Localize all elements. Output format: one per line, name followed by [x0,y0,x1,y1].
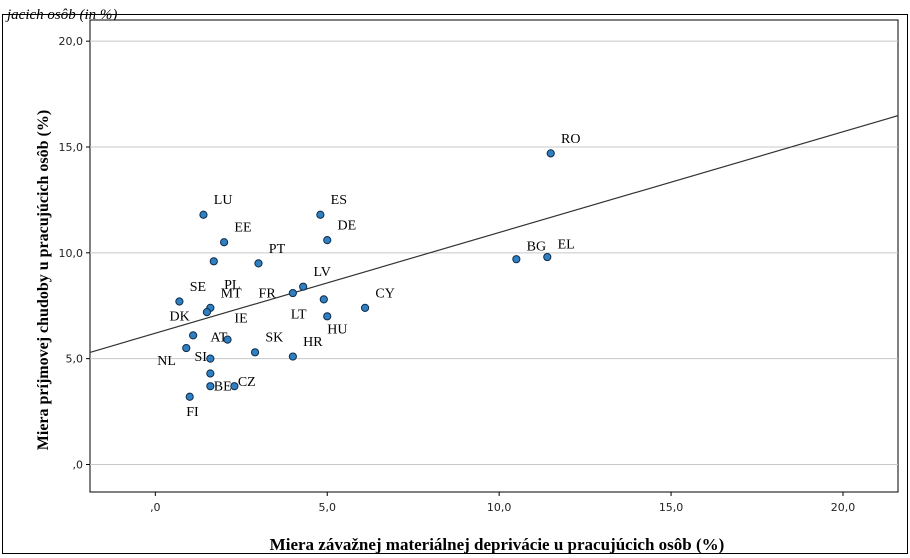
x-tick-label: 20,0 [831,501,856,514]
y-tick-label: 10,0 [59,247,84,260]
data-point [360,303,370,312]
y-axis-label: Miera príjmovej chudoby u pracujúcich os… [35,109,52,451]
point-label-fr: FR [259,286,277,301]
chart-caption: jacich osôb (in %) [7,7,118,23]
x-axis-label: Miera závažnej materiálnej deprivácie u … [269,535,725,554]
data-point [319,295,328,304]
point-label-se: SE [190,280,206,295]
point-label-lu: LU [214,193,233,208]
data-point [543,252,552,262]
data-point [185,392,194,401]
point-label-si: SI [194,350,207,365]
data-point [202,307,212,317]
y-tick-label: 5,0 [66,353,84,366]
point-label-lv: LV [313,265,330,280]
x-tick-label: 10,0 [487,501,512,514]
point-label-el: EL [558,238,575,253]
data-point [223,335,232,344]
y-tick-label: 20,0 [59,35,84,48]
point-label-ro: RO [561,132,580,147]
data-point [323,312,332,321]
data-point [189,331,198,340]
data-point [199,210,208,219]
point-label-nl: NL [157,354,176,369]
x-tick-label: ,0 [150,501,161,514]
point-label-lt: LT [291,307,307,322]
point-label-mt: MT [221,286,242,301]
data-point [206,369,215,378]
chart-frame: jacich osôb (in %) [2,7,908,554]
point-label-sk: SK [265,331,283,346]
plot-area [89,19,899,493]
data-point [512,255,521,264]
x-axis-ticks: ,0 5,0 10,0 15,0 20,0 [150,492,855,514]
point-label-at: AT [210,331,228,346]
point-label-dk: DK [169,310,189,325]
data-point [323,236,332,245]
point-label-be: BE [214,379,232,394]
data-point [316,210,325,219]
point-label-de: DE [338,219,357,234]
fit-line-group [89,115,899,353]
gridlines [90,40,898,465]
data-point [546,149,555,158]
point-label-hu: HU [327,322,347,337]
point-label-cy: CY [375,286,394,301]
data-point [230,382,239,391]
point-label-fi: FI [186,405,199,420]
point-label-bg: BG [527,240,546,255]
x-tick-label: 15,0 [659,501,684,514]
data-points: RO BG EL LU ES EE DE PT PL LV FR SE MT LT CY HU DK AT IE SK… [157,132,580,420]
data-point [288,352,297,361]
data-point [175,297,184,306]
y-axis-ticks: ,0 5,0 10,0 15,0 20,0 [59,35,90,471]
data-point [250,348,260,357]
point-label-pl: PL [224,278,240,293]
fit-line [89,115,899,353]
data-point [209,257,218,266]
data-point [288,288,297,298]
point-label-ie: IE [234,312,247,327]
data-point [254,259,263,268]
point-label-hr: HR [303,335,323,350]
data-point [206,354,215,363]
point-label-ee: EE [234,221,251,236]
point-label-cz: CZ [238,375,256,390]
x-tick-label: 5,0 [318,501,336,514]
data-point [299,282,308,291]
y-tick-label: ,0 [73,458,84,471]
y-tick-label: 15,0 [59,141,84,154]
data-point [219,238,229,247]
data-point [206,382,215,391]
point-label-pt: PT [269,242,286,257]
data-point [182,343,191,353]
point-label-es: ES [331,193,347,208]
